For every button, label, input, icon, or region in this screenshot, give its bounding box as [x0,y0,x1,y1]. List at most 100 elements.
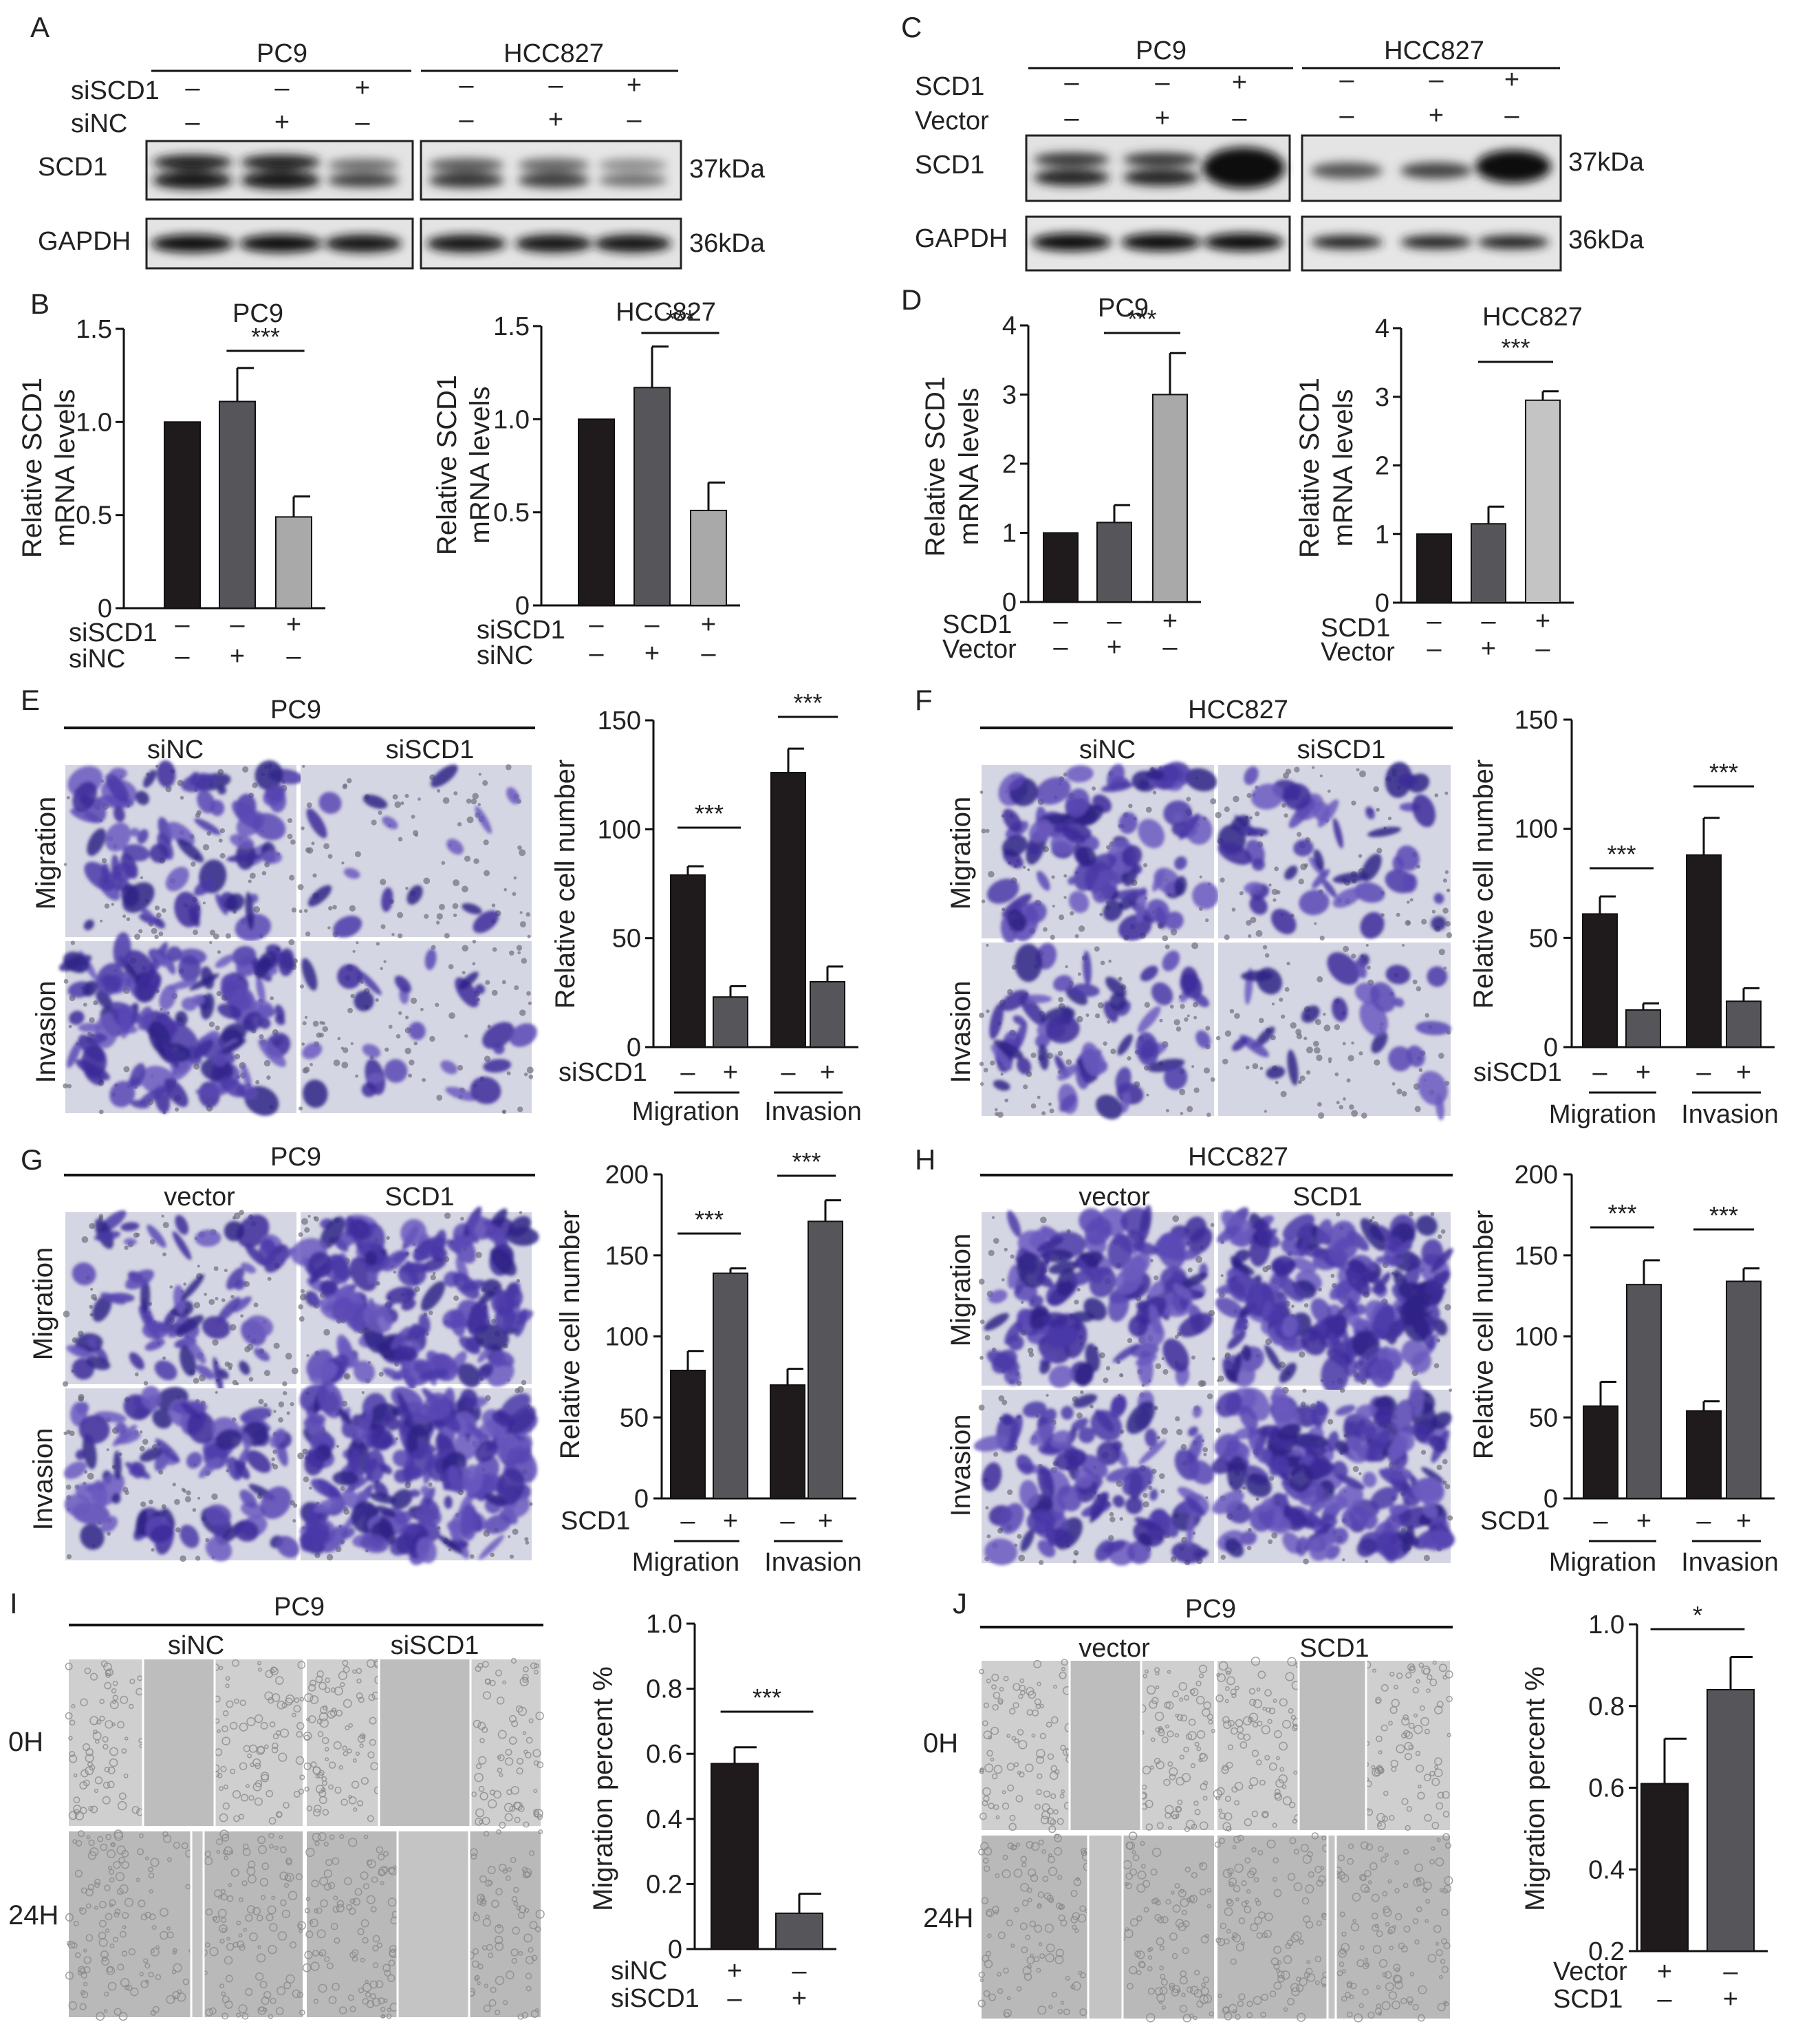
pore [1191,942,1199,949]
cell-outline [1285,1943,1292,1950]
y-tick-label: 150 [1515,706,1558,735]
pore [1162,935,1169,942]
cell-outline [1048,2004,1053,2010]
pore [1224,1030,1232,1037]
stained-cell [1133,1241,1158,1255]
stained-cell [159,985,177,1011]
cell-outline [1273,1981,1282,1990]
stained-cell [416,1537,437,1564]
cell-outline [1160,1979,1168,1986]
stained-cell [1115,1067,1131,1093]
stained-cell [396,1534,417,1555]
cell-outline [1038,1839,1044,1845]
cell-outline [310,1695,319,1704]
stained-cell [1336,1485,1364,1509]
chart-title: PC9 [232,299,283,328]
cell-outline [357,1800,364,1807]
cell-outline [117,1964,124,1971]
cell-outline [1058,1904,1064,1911]
cell-outline [1418,1662,1425,1668]
cell-outline [1341,1996,1347,2002]
condition-label: siNC [477,641,533,670]
cell-outline [477,1721,486,1730]
pore [378,1371,384,1377]
pore [162,1222,169,1229]
pore [299,1106,303,1111]
cell-outline [1354,2013,1363,2023]
cell-outline [1001,1869,1011,1879]
pore [101,858,107,863]
cell-outline [1218,1808,1222,1813]
cell-outline [311,1880,319,1888]
stained-cell [515,1309,528,1337]
cell-outline [98,1937,108,1947]
cell-outline [493,1790,501,1799]
cell-outline [99,1715,105,1721]
bar [810,981,845,1048]
cell-outline [1057,1875,1063,1880]
stained-cell [1105,976,1127,997]
pore [519,1211,523,1214]
cell-outline [1063,2008,1070,2016]
cell-outline [499,1773,503,1778]
cell-outline [1414,1863,1423,1873]
cell-outline [360,1871,369,1880]
cell-outline [477,1964,484,1970]
pore [1330,1273,1335,1278]
cell-outline [100,1843,108,1851]
pore [299,1316,305,1322]
stained-cell [1266,1066,1286,1079]
stained-cell [234,1520,259,1542]
cell-outline [226,1943,235,1951]
cell-outline [1287,1998,1295,2005]
pore [253,1302,259,1308]
stained-cell [1090,853,1117,872]
cell-outline [104,1991,109,1997]
pore [161,908,166,913]
stained-cell [175,1011,188,1027]
stained-cell [1006,909,1027,932]
chart-title: HCC827 [1482,303,1583,332]
cell-outline [111,1842,116,1847]
pore [441,861,446,865]
cell-outline [1081,1849,1087,1856]
y-tick-label: 1.0 [1588,1611,1625,1639]
col-label-vector: vector [164,1183,235,1212]
pore [196,810,202,816]
cell-outline [249,1932,258,1941]
pore [341,1062,349,1069]
cell-outline [112,1695,118,1701]
cell-outline [351,1949,359,1957]
pore [1315,1019,1321,1026]
stained-cell [385,1286,417,1304]
cell-outline [351,1955,358,1962]
cell-outline [1377,1767,1385,1774]
pore [527,934,531,938]
pore [1159,1473,1165,1479]
stained-cell [1138,819,1165,848]
cell-outline [479,1875,487,1883]
pore [1295,1029,1302,1035]
pore [347,778,352,784]
cell-outline [1441,1966,1449,1973]
cell-outline [204,1857,213,1866]
cell-outline [1196,1730,1206,1739]
cell-outline [1303,1971,1311,1979]
condition-sign: – [230,610,245,639]
cell-outline [205,1908,213,1916]
condition-sign: – [727,1984,742,2013]
cell-outline [471,1960,479,1968]
cell-outline [241,2012,249,2020]
cell-outline [348,1795,352,1799]
stained-cell [154,1360,177,1381]
pore [431,945,436,950]
cell-outline [523,1821,530,1828]
pore [342,1047,349,1053]
cell-outline [338,1765,343,1770]
cell-outline [306,1717,310,1722]
cell-label-pc9: PC9 [1136,36,1187,65]
stained-cell [356,1491,368,1500]
stained-cell [457,1363,481,1388]
condition-label: siNC [611,1957,667,1986]
stained-cell [348,1218,370,1240]
